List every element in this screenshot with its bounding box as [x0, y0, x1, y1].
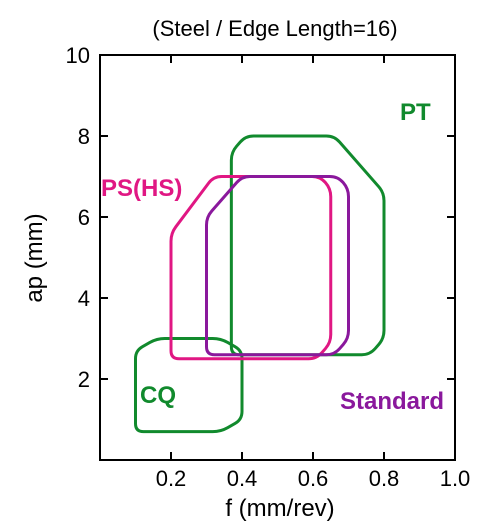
y-axis-label: ap (mm): [21, 213, 48, 302]
y-tick-label: 10: [66, 43, 90, 68]
y-tick-label: 2: [78, 367, 90, 392]
x-axis-label: f (mm/rev): [225, 495, 334, 522]
region-label-cq: CQ: [140, 382, 176, 409]
x-tick-label: 1.0: [440, 466, 471, 491]
x-tick-label: 0.2: [156, 466, 187, 491]
y-tick-label: 8: [78, 124, 90, 149]
y-tick-label: 6: [78, 205, 90, 230]
x-tick-label: 0.6: [298, 466, 329, 491]
chart-title: (Steel / Edge Length=16): [152, 16, 397, 41]
chart-container: (Steel / Edge Length=16) 0.2 0.4 0.6 0.8 1.0 2…: [0, 0, 500, 529]
x-tick-label: 0.4: [227, 466, 258, 491]
region-label-pt: PT: [400, 99, 431, 126]
chart-svg: (Steel / Edge Length=16) 0.2 0.4 0.6 0.8 1.0 2…: [0, 0, 500, 529]
region-label-ps(hs): PS(HS): [101, 175, 182, 202]
region-label-standard: Standard: [340, 388, 444, 415]
x-tick-label: 0.8: [369, 466, 400, 491]
y-tick-label: 4: [78, 286, 90, 311]
